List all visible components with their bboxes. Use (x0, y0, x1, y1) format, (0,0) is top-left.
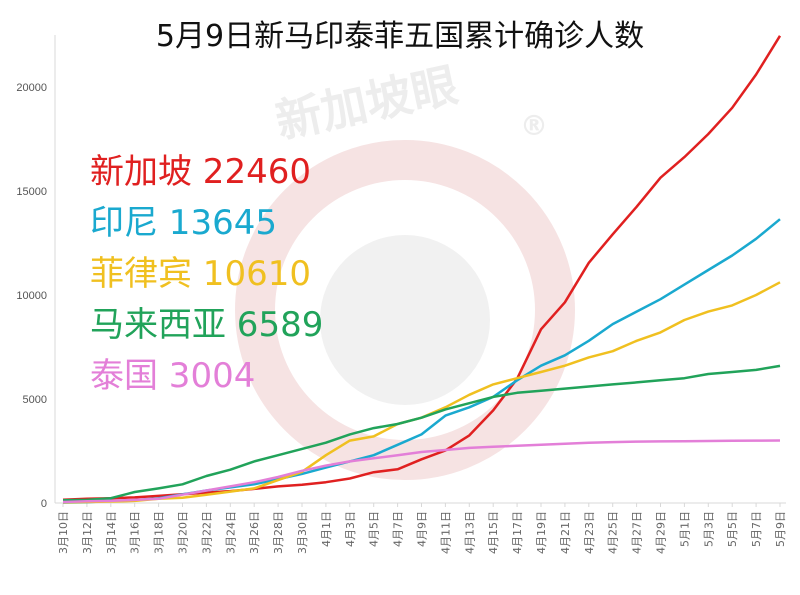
y-tick-label: 5000 (23, 394, 47, 406)
x-tick-label: 5月9日 (774, 511, 787, 547)
x-tick-label: 4月17日 (511, 511, 524, 554)
x-tick-label: 3月14日 (105, 511, 118, 554)
x-tick-label: 4月21日 (559, 511, 572, 554)
y-tick-label: 10000 (16, 290, 47, 302)
series-lines (62, 35, 782, 504)
y-tick-label: 20000 (16, 82, 47, 94)
legend: 新加坡 22460 印尼 13645 菲律宾 10610 马来西亚 6589 泰国 30… (90, 152, 323, 396)
x-tick-label: 3月18日 (153, 511, 166, 554)
x-tick-label: 4月1日 (320, 511, 333, 547)
x-tick-label: 4月9日 (416, 511, 429, 547)
watermark-inner (320, 235, 490, 405)
legend-entry-泰国: 泰国 3004 (90, 356, 255, 396)
x-tick-label: 3月16日 (129, 511, 142, 554)
legend-entry-新加坡: 新加坡 22460 (90, 152, 311, 192)
x-tick-label: 4月3日 (344, 511, 357, 547)
x-tick-label: 4月23日 (583, 511, 596, 554)
x-tick-label: 5月1日 (678, 511, 691, 547)
x-tick-label: 3月30日 (296, 511, 309, 554)
y-tick-label: 0 (41, 498, 47, 510)
series-line-泰国 (62, 439, 781, 504)
x-tick-label: 3月12日 (81, 511, 94, 554)
x-tick-label: 5月5日 (726, 511, 739, 547)
watermark-circle (235, 140, 575, 480)
x-tick-label: 4月19日 (535, 511, 548, 554)
x-tick-label: 3月26日 (248, 511, 261, 554)
x-tick-label: 4月25日 (607, 511, 620, 554)
x-tick-label: 4月7日 (392, 511, 405, 547)
watermark: 新加坡眼 ® (235, 58, 575, 480)
y-axis: 0 5000 10000 15000 20000 (16, 35, 56, 510)
x-tick-label: 4月15日 (487, 511, 500, 554)
x-tick-label: 3月22日 (200, 511, 213, 554)
watermark-text: 新加坡眼 (271, 58, 462, 149)
x-axis: 3月10日 3月12日 3月14日 3月16日 3月18日 3月20日 3月22日 3月24日… (55, 502, 787, 554)
x-tick-label: 4月5日 (368, 511, 381, 547)
legend-entry-菲律宾: 菲律宾 10610 (90, 254, 311, 294)
x-tick-label: 4月27日 (631, 511, 644, 554)
x-tick-label: 4月13日 (463, 511, 476, 554)
legend-entry-印尼: 印尼 13645 (90, 203, 277, 243)
y-tick-label: 15000 (16, 186, 47, 198)
x-tick-label: 4月29日 (655, 511, 668, 554)
watermark-reg-mark: ® (520, 109, 548, 142)
x-tick-label: 4月11日 (439, 511, 452, 554)
x-tick-label: 3月20日 (177, 511, 190, 554)
x-tick-label: 3月10日 (57, 511, 70, 554)
x-tick-label: 5月3日 (702, 511, 715, 547)
x-tick-label: 5月7日 (750, 511, 763, 547)
legend-entry-马来西亚: 马来西亚 6589 (90, 305, 323, 345)
chart-title: 5月9日新马印泰菲五国累计确诊人数 (156, 19, 644, 54)
x-tick-label: 3月24日 (224, 511, 237, 554)
series-line-马来西亚 (62, 364, 781, 502)
x-tick-label: 3月28日 (272, 511, 285, 554)
